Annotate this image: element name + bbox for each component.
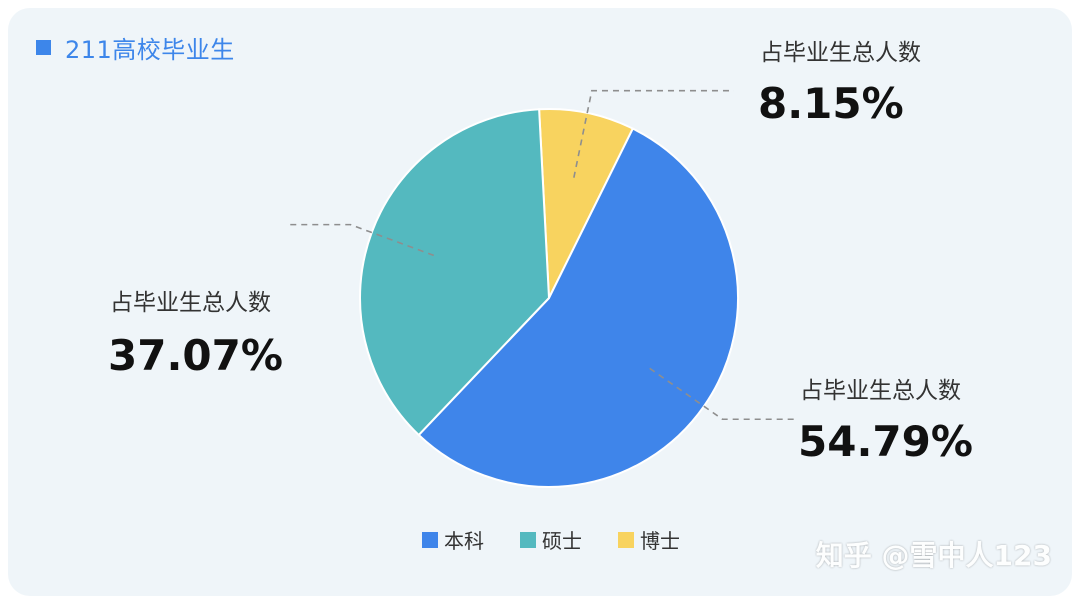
legend-item-doctor[interactable]: 博士 [618, 525, 680, 554]
data-caption-master: 占毕业生总人数 [110, 290, 271, 316]
data-label-bachelor: 54.79% [798, 417, 973, 466]
legend-label-bachelor: 本科 [444, 529, 484, 553]
legend-item-master[interactable]: 硕士 [520, 525, 582, 554]
watermark: 知乎 @雪中人123 [815, 539, 1052, 572]
legend-swatch-master [520, 531, 536, 548]
chart-title: 211高校毕业生 [65, 36, 235, 64]
title-marker-icon [36, 40, 51, 55]
legend-item-bachelor[interactable]: 本科 [422, 525, 484, 554]
leader-line-bachelor [649, 367, 798, 421]
leader-line-master [286, 223, 435, 257]
data-label-doctor: 8.15% [758, 79, 904, 128]
pie-chart: 占毕业生总人数 54.79% 占毕业生总人数 37.07% 占毕业生总人数 8.15% [108, 40, 973, 488]
chart-legend: 本科 硕士 博士 [422, 525, 716, 554]
data-caption-bachelor: 占毕业生总人数 [800, 378, 961, 404]
chart-header: 211高校毕业生 [36, 30, 235, 65]
data-caption-doctor: 占毕业生总人数 [760, 40, 921, 66]
legend-label-doctor: 博士 [640, 529, 680, 553]
leader-line-doctor [573, 89, 734, 178]
data-label-master: 37.07% [108, 331, 283, 380]
legend-swatch-doctor [618, 531, 634, 548]
legend-label-master: 硕士 [542, 529, 582, 553]
legend-swatch-bachelor [422, 531, 438, 548]
chart-card: 211高校毕业生 占毕业生总人数 54.79% 占毕业生总人数 37.07% 占毕业生总… [8, 8, 1072, 596]
